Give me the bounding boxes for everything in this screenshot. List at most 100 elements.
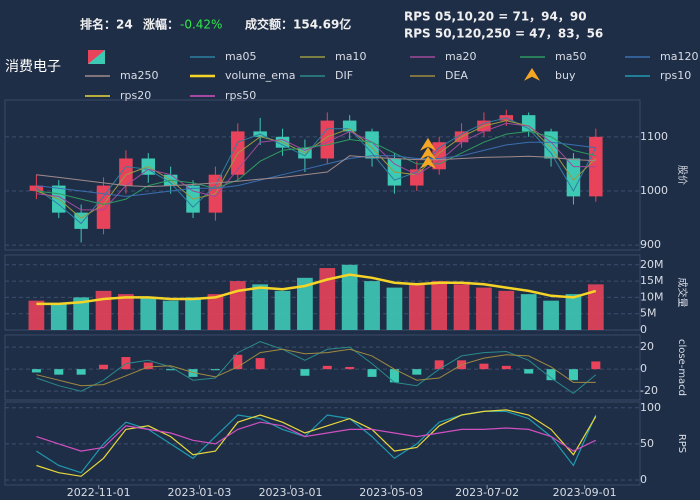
volume-bar (185, 297, 201, 330)
candle-body (432, 142, 446, 170)
macd-bar (255, 358, 265, 370)
macd-bar (546, 369, 556, 381)
sector-icon (88, 50, 105, 64)
macd-bar (412, 369, 422, 375)
macd-bar (524, 369, 534, 374)
y-tick-label: 5M (640, 307, 657, 320)
volume-bar (274, 290, 291, 330)
candle-body (74, 212, 88, 229)
macd-bar (76, 369, 86, 375)
buy-marker (419, 137, 436, 169)
y-axis-label: RPS (676, 434, 687, 453)
change: -0.42% (180, 18, 222, 32)
volume-bar (498, 290, 515, 330)
macd-bar (210, 369, 220, 371)
series-line (36, 409, 597, 477)
legend-label: DIF (335, 69, 353, 82)
y-tick-label: 20M (640, 258, 664, 271)
legend-label: ma10 (335, 50, 366, 63)
volume-bar (95, 290, 112, 330)
legend-label: rps50 (225, 89, 256, 102)
volume-bar (207, 294, 224, 330)
macd-bar (568, 369, 578, 381)
volume-bar (476, 287, 492, 330)
x-tick-label: 2023-07-02 (455, 486, 519, 499)
y-tick-label: -20 (640, 384, 658, 397)
volume-bar (73, 297, 90, 330)
volume-bar (587, 284, 604, 330)
macd-bar (233, 354, 243, 370)
candle-body (566, 158, 581, 197)
legend-label: rps20 (120, 89, 151, 102)
legend-label: volume_ema (225, 69, 295, 82)
macd-bar (31, 369, 41, 373)
series-line (36, 117, 597, 225)
macd-bar (300, 369, 310, 376)
y-tick-label: 0 (640, 323, 647, 336)
legend-label: ma250 (120, 69, 158, 82)
volume-bar (319, 268, 336, 330)
volume-bar (50, 303, 67, 330)
series-line (36, 341, 597, 395)
volume-bar (386, 287, 403, 330)
legend-label: ma50 (555, 50, 586, 63)
legend-label: rps10 (660, 69, 691, 82)
series-line (36, 130, 596, 206)
x-tick-label: 2023-03-01 (259, 486, 323, 499)
macd-bar (121, 357, 131, 370)
legend-label: ma20 (445, 50, 476, 63)
legend-symbol (524, 68, 540, 81)
y-tick-label: 1000 (640, 184, 668, 197)
y-tick-label: 15M (640, 274, 664, 287)
macd-bar (166, 369, 176, 371)
volume-bar (408, 284, 425, 330)
series-line (36, 421, 597, 452)
candle-body (589, 136, 603, 197)
macd-bar (591, 361, 601, 370)
y-tick-label: 50 (640, 437, 654, 450)
y-axis-label: 股价 (676, 165, 688, 185)
y-tick-label: 900 (640, 238, 661, 251)
macd-bar (434, 360, 444, 370)
y-tick-label: 1100 (640, 130, 668, 143)
volume-bar (162, 300, 179, 330)
macd-bar (479, 363, 489, 370)
series-line (36, 348, 596, 387)
rank: 排名：24 (80, 17, 133, 32)
legend-label: buy (555, 69, 576, 82)
volume-bar (431, 281, 448, 330)
macd-bar (367, 369, 377, 377)
legend-label: ma05 (225, 50, 256, 63)
volume-bar (341, 264, 358, 330)
panel-frame (4, 99, 641, 251)
y-tick-label: 10M (640, 290, 664, 303)
volume-bar (453, 284, 470, 330)
volume-bar (364, 281, 380, 330)
rps-short: RPS 05,10,20 = 71，94，90 (404, 10, 587, 24)
rps-long: RPS 50,120,250 = 47，83，56 (404, 27, 603, 41)
panel-frame (4, 334, 641, 401)
volume-bar (140, 297, 157, 330)
series-line (36, 273, 597, 306)
x-tick-label: 2023-05-03 (359, 486, 423, 499)
volume-bar (297, 277, 313, 330)
change-label: 涨幅： (143, 17, 179, 32)
series-line (36, 141, 596, 197)
macd-bar (322, 365, 332, 370)
candle-body (29, 185, 44, 191)
macd-bar (143, 362, 153, 370)
x-tick-label: 2022-11-01 (67, 486, 131, 499)
macd-bar (99, 364, 109, 370)
y-tick-label: 0 (640, 473, 647, 486)
y-tick-label: 0 (640, 362, 647, 375)
series-line (36, 120, 597, 219)
candle-body (96, 185, 111, 229)
series-line (36, 155, 596, 188)
y-tick-label: 20 (640, 340, 654, 353)
macd-bar (345, 366, 355, 370)
x-tick-label: 2023-09-01 (553, 486, 617, 499)
volume-bar (229, 281, 246, 330)
macd-bar (389, 369, 399, 383)
volume-bar (118, 294, 134, 330)
